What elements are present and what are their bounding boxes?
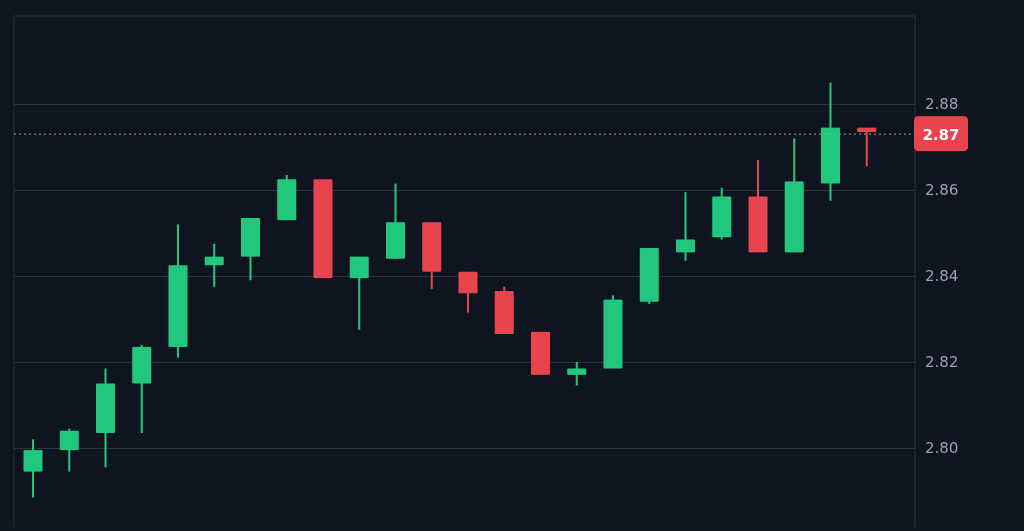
candle bbox=[676, 192, 695, 261]
candle-body bbox=[204, 256, 224, 266]
candle bbox=[494, 286, 514, 335]
price-axis[interactable]: 2.80 2.82 2.84 2.86 2.88 bbox=[925, 95, 958, 457]
candle bbox=[23, 439, 43, 498]
candle-body bbox=[422, 222, 442, 272]
candle bbox=[96, 368, 115, 468]
candle-body bbox=[168, 265, 188, 347]
candle-body bbox=[23, 450, 43, 472]
candle bbox=[531, 331, 550, 375]
candle-body bbox=[59, 430, 79, 451]
candle bbox=[313, 179, 333, 279]
candle-body bbox=[603, 299, 623, 369]
candle-body bbox=[458, 271, 478, 294]
y-tick-label: 2.86 bbox=[925, 181, 958, 199]
y-tick-label: 2.80 bbox=[925, 439, 958, 457]
candle bbox=[59, 428, 79, 472]
candle bbox=[168, 224, 188, 358]
candle bbox=[748, 159, 768, 253]
candle-body bbox=[784, 181, 804, 253]
candle-body bbox=[386, 222, 405, 259]
candle-body bbox=[531, 331, 550, 375]
candle-body bbox=[277, 179, 297, 221]
candle-body bbox=[821, 127, 840, 184]
y-tick-label: 2.82 bbox=[925, 353, 958, 371]
candle-body bbox=[349, 256, 369, 279]
candle bbox=[349, 256, 369, 330]
candle-body bbox=[494, 291, 514, 335]
candle bbox=[603, 295, 623, 369]
candle bbox=[458, 271, 478, 313]
current-price-badge bbox=[914, 116, 968, 152]
candle bbox=[422, 222, 442, 289]
candle bbox=[204, 243, 224, 287]
candle-body bbox=[313, 179, 333, 279]
current-price-layer: 2.87 bbox=[14, 116, 968, 152]
current-price-label: 2.87 bbox=[922, 126, 959, 144]
candle-body bbox=[132, 346, 152, 384]
candle bbox=[639, 248, 659, 304]
candle bbox=[712, 187, 732, 240]
candle-body bbox=[241, 217, 260, 257]
candle bbox=[567, 362, 587, 386]
candle bbox=[821, 82, 840, 201]
y-tick-label: 2.84 bbox=[925, 267, 958, 285]
candle bbox=[857, 127, 877, 167]
candle-body bbox=[96, 383, 115, 433]
y-tick-label: 2.88 bbox=[925, 95, 958, 113]
candle-body bbox=[748, 196, 768, 253]
candle bbox=[241, 217, 260, 281]
candle bbox=[386, 183, 405, 259]
candle-body bbox=[639, 248, 659, 302]
candle-body bbox=[567, 368, 587, 375]
candle bbox=[277, 174, 297, 221]
candle-layer bbox=[23, 82, 877, 498]
candle bbox=[784, 138, 804, 253]
candle bbox=[132, 344, 152, 433]
candle-body bbox=[857, 127, 877, 132]
candle-body bbox=[712, 196, 732, 238]
candle-body bbox=[676, 239, 695, 253]
